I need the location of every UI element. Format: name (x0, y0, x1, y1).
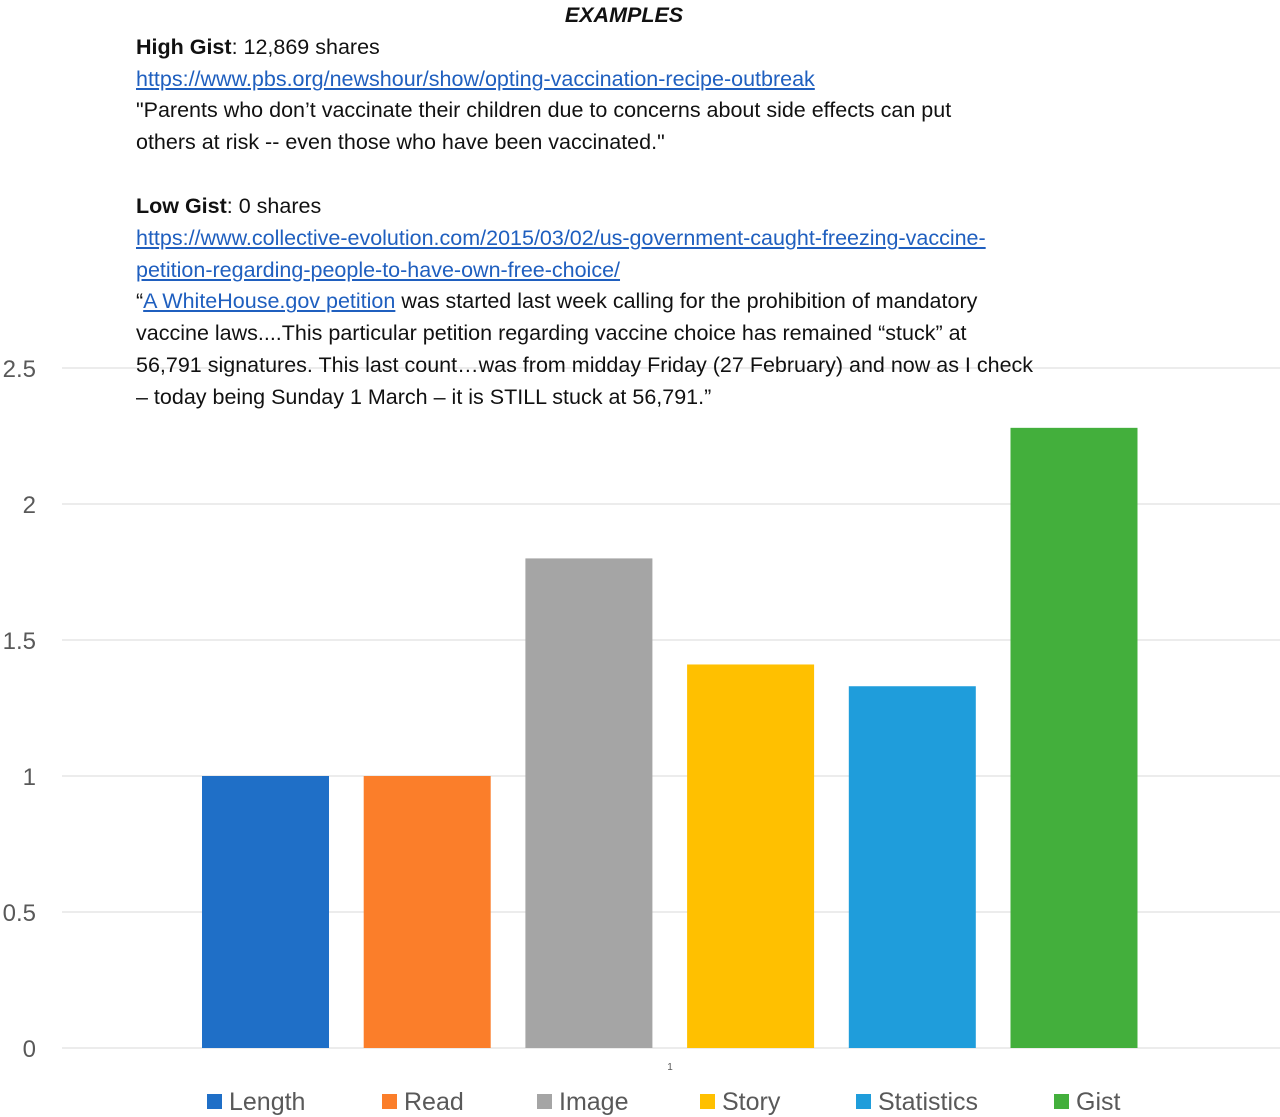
y-tick-label: 2.5 (3, 356, 36, 383)
high-gist-quote-line-1: "Parents who don’t vaccinate their child… (136, 98, 952, 123)
legend-item-statistics: Statistics (856, 1088, 978, 1116)
low-gist-shares: : 0 shares (226, 193, 322, 218)
legend-swatch (537, 1094, 552, 1109)
low-gist-quote-line-1: was started last week calling for the pr… (395, 289, 978, 314)
y-tick-label: 2 (23, 492, 36, 519)
bars (202, 427, 1138, 1049)
x-category-label: 1 (667, 1062, 673, 1073)
legend-label: Read (404, 1088, 464, 1116)
low-gist-quote-line-4: – today being Sunday 1 March – it is STI… (136, 384, 712, 409)
examples-text-block: EXAMPLES High Gist: 12,869 shares https:… (136, 0, 1126, 414)
bar-story (687, 664, 815, 1048)
low-gist-quote-open: “ (136, 289, 144, 314)
legend-swatch (700, 1094, 715, 1109)
low-gist-link-line-2[interactable]: petition-regarding-people-to-have-own-fr… (136, 257, 621, 282)
legend-item-read: Read (382, 1088, 464, 1116)
legend: Length Read Image Story Statistics Gist (207, 1088, 1121, 1116)
bar-gist (1010, 427, 1138, 1049)
high-gist-label: High Gist (136, 34, 232, 59)
bar-statistics (848, 686, 976, 1048)
x-axis-categories: 1 (667, 1062, 673, 1073)
high-gist-quote-line-2: others at risk -- even those who have be… (136, 130, 665, 155)
legend-label: Image (559, 1088, 628, 1116)
bar-length (202, 776, 329, 1048)
legend-swatch (856, 1094, 871, 1109)
high-gist-shares: : 12,869 shares (231, 34, 380, 59)
y-tick-label: 0.5 (3, 900, 36, 927)
legend-label: Gist (1076, 1088, 1121, 1116)
legend-item-story: Story (700, 1088, 781, 1116)
legend-item-image: Image (537, 1088, 628, 1116)
whitehouse-petition-link[interactable]: A WhiteHouse.gov petition (143, 289, 396, 314)
legend-label: Story (722, 1088, 781, 1116)
legend-item-gist: Gist (1054, 1088, 1121, 1116)
legend-swatch (382, 1094, 397, 1109)
low-gist-quote-line-3: 56,791 signatures. This last count…was f… (136, 352, 1034, 377)
legend-label: Statistics (878, 1088, 978, 1116)
legend-label: Length (229, 1088, 305, 1116)
examples-heading: EXAMPLES (564, 3, 684, 27)
low-gist-label: Low Gist (136, 193, 227, 218)
bar-image (525, 558, 653, 1048)
low-gist-link-line-1[interactable]: https://www.collective-evolution.com/201… (136, 225, 986, 250)
high-gist-line: High Gist: 12,869 shares (136, 32, 1126, 64)
bar-read (363, 776, 491, 1048)
legend-item-length: Length (207, 1088, 305, 1116)
legend-swatch (207, 1094, 222, 1109)
y-tick-label: 1.5 (3, 628, 36, 655)
legend-swatch (1054, 1094, 1069, 1109)
low-gist-line: Low Gist: 0 shares (136, 191, 1126, 223)
high-gist-link[interactable]: https://www.pbs.org/newshour/show/opting… (136, 66, 815, 91)
y-axis-ticks: 0 0.5 1 1.5 2 2.5 (3, 356, 36, 1063)
low-gist-quote-line-2: vaccine laws....This particular petition… (136, 321, 967, 346)
y-tick-label: 1 (23, 764, 36, 791)
y-tick-label: 0 (23, 1036, 36, 1063)
